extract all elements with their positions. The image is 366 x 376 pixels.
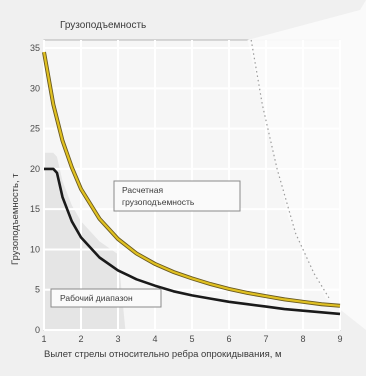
annotation-line: Рабочий диапазон [60,293,133,303]
x-tick-label: 8 [300,334,305,344]
annotation-line: Расчетная [122,185,163,195]
series-line-working [44,167,341,316]
annotation-line: грузоподъемность [122,197,195,207]
range-limit-boundary [250,39,330,299]
annotation-box [113,180,241,212]
x-tick-label: 3 [115,334,120,344]
x-tick-label: 6 [226,334,231,344]
y-tick-label: 25 [30,124,40,134]
annotation-calculated: Расчетная грузоподъемность [113,180,241,212]
tick-labels: 1 2 3 4 5 6 7 8 9 0 5 10 15 20 25 30 35 [30,43,343,344]
series-layer [42,51,341,316]
out-of-range-area [247,0,366,330]
annotation-box [50,288,162,308]
x-tick-label: 4 [152,334,157,344]
x-tick-label: 7 [263,334,268,344]
x-tick-label: 2 [78,334,83,344]
y-tick-label: 10 [30,244,40,254]
y-tick-label: 15 [30,204,40,214]
annotation-working: Рабочий диапазон [50,288,162,308]
y-tick-label: 0 [35,325,40,335]
x-tick-label: 9 [337,334,342,344]
x-tick-label: 1 [41,334,46,344]
x-axis-label: Вылет стрелы относительно ребра опрокиды… [44,349,282,360]
y-tick-label: 20 [30,164,40,174]
y-axis-label: Грузоподъемность, т [10,173,21,265]
y-tick-label: 35 [30,43,40,53]
chart-title: Грузоподъемность [60,20,146,31]
y-tick-label: 30 [30,83,40,93]
series-line-calculated [42,51,341,307]
x-tick-label: 5 [189,334,194,344]
y-tick-label: 5 [35,285,40,295]
